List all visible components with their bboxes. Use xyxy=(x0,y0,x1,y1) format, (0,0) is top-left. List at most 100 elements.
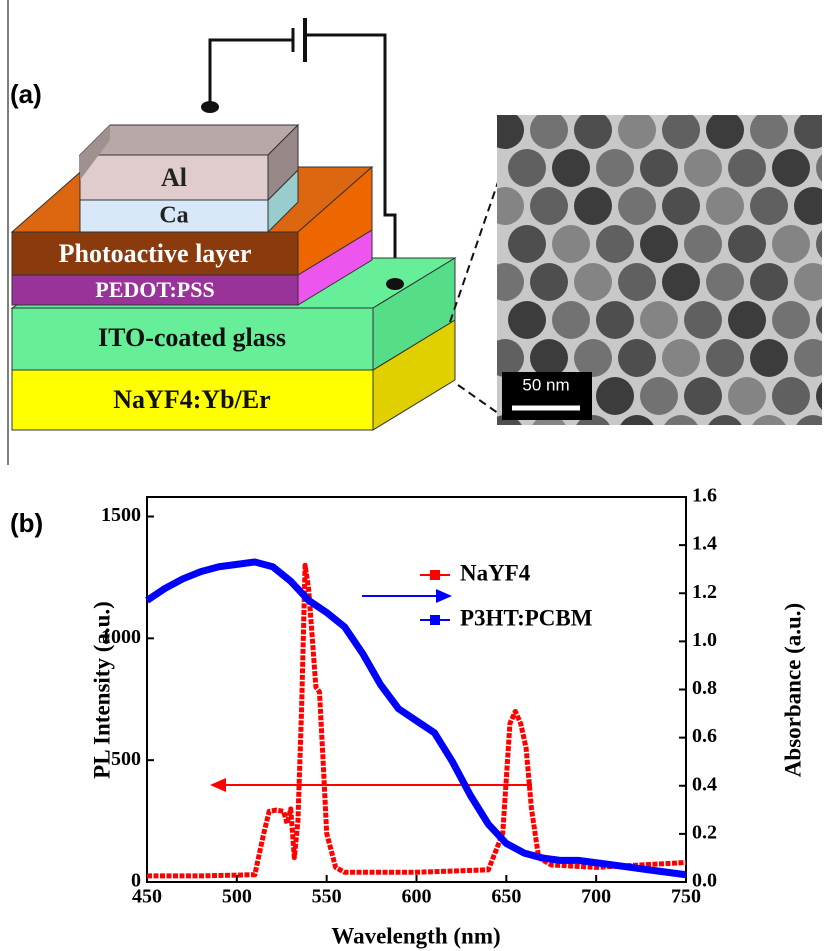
particle xyxy=(640,301,678,339)
particle xyxy=(618,339,656,377)
y2-tick-label: 0.8 xyxy=(692,677,717,699)
layer-label: Photoactive layer xyxy=(59,239,252,268)
y2-tick-label: 1.4 xyxy=(692,533,717,555)
particle xyxy=(684,225,722,263)
layer-al xyxy=(80,125,298,200)
y-tick-label: 0 xyxy=(131,870,141,892)
particle xyxy=(596,301,634,339)
particle xyxy=(662,187,700,225)
legend-marker xyxy=(430,570,440,580)
particle xyxy=(574,415,612,453)
particle xyxy=(750,111,788,149)
particle xyxy=(596,225,634,263)
y-tick-label: 1000 xyxy=(101,626,141,648)
layer-label: Ca xyxy=(159,203,188,229)
plot-frame xyxy=(147,497,686,882)
particle xyxy=(772,225,810,263)
legend-marker xyxy=(430,615,440,625)
particle xyxy=(508,301,546,339)
particle xyxy=(728,225,766,263)
layer-label: PEDOT:PSS xyxy=(95,277,214,302)
particle xyxy=(486,415,524,453)
scale-bar-label: 50 nm xyxy=(522,375,569,394)
x-tick-label: 550 xyxy=(312,886,342,908)
y2-tick-label: 1.2 xyxy=(692,581,717,603)
particle xyxy=(508,225,546,263)
particle xyxy=(662,415,700,453)
layer-label: Al xyxy=(161,163,187,192)
particle xyxy=(728,377,766,415)
layer-label: NaYF4:Yb/Er xyxy=(113,385,270,414)
figure: (a) Al Ca Photoactive lay xyxy=(0,0,825,951)
x-tick-label: 500 xyxy=(222,886,252,908)
series-line xyxy=(147,562,686,875)
x-tick-label: 650 xyxy=(491,886,521,908)
y2-tick-label: 1.0 xyxy=(692,629,717,651)
particle xyxy=(706,187,744,225)
particle xyxy=(750,187,788,225)
particle xyxy=(618,187,656,225)
panel-label: (a) xyxy=(10,79,42,109)
particle xyxy=(530,415,568,453)
particle xyxy=(530,263,568,301)
particle xyxy=(618,263,656,301)
contact xyxy=(386,278,404,290)
particle xyxy=(530,187,568,225)
panel-label: (b) xyxy=(10,508,43,538)
x-tick-label: 600 xyxy=(402,886,432,908)
particle xyxy=(574,111,612,149)
particle xyxy=(728,149,766,187)
particle xyxy=(574,263,612,301)
particle xyxy=(596,149,634,187)
particle xyxy=(552,149,590,187)
particle xyxy=(684,301,722,339)
x-axis-label: Wavelength (nm) xyxy=(331,923,500,948)
particle xyxy=(662,339,700,377)
particle xyxy=(706,263,744,301)
particle xyxy=(618,415,656,453)
particle xyxy=(706,415,744,453)
particle xyxy=(530,111,568,149)
particle xyxy=(596,377,634,415)
particle xyxy=(640,225,678,263)
particle xyxy=(772,149,810,187)
tem-image: 50 nm xyxy=(486,111,825,453)
particle xyxy=(706,339,744,377)
particle xyxy=(486,339,524,377)
y2-tick-label: 0.6 xyxy=(692,725,717,747)
legend-label: NaYF4 xyxy=(460,560,531,585)
particle xyxy=(728,301,766,339)
particle xyxy=(574,339,612,377)
y2-tick-label: 0.0 xyxy=(692,870,717,892)
particle xyxy=(552,225,590,263)
particle xyxy=(772,301,810,339)
particle xyxy=(574,187,612,225)
particle xyxy=(662,263,700,301)
particle xyxy=(508,149,546,187)
y-tick-label: 500 xyxy=(111,748,141,770)
particle xyxy=(750,415,788,453)
particle xyxy=(530,339,568,377)
contact xyxy=(201,101,219,113)
y-tick-label: 1500 xyxy=(101,504,141,526)
y2-tick-label: 0.4 xyxy=(692,773,717,795)
layer-label: ITO-coated glass xyxy=(98,323,286,352)
particle xyxy=(750,339,788,377)
particle xyxy=(706,111,744,149)
particle xyxy=(486,111,524,149)
particle xyxy=(684,377,722,415)
particle xyxy=(662,111,700,149)
particle xyxy=(640,149,678,187)
particle xyxy=(684,149,722,187)
x-tick-label: 700 xyxy=(581,886,611,908)
y2-tick-label: 0.2 xyxy=(692,821,717,843)
particle xyxy=(486,263,524,301)
particle xyxy=(772,377,810,415)
particle xyxy=(486,187,524,225)
y2-axis-label: Absorbance (a.u.) xyxy=(780,603,805,777)
particle xyxy=(640,377,678,415)
y2-tick-label: 1.6 xyxy=(692,485,717,507)
particle xyxy=(618,111,656,149)
legend-label: P3HT:PCBM xyxy=(460,605,593,630)
particle xyxy=(750,263,788,301)
